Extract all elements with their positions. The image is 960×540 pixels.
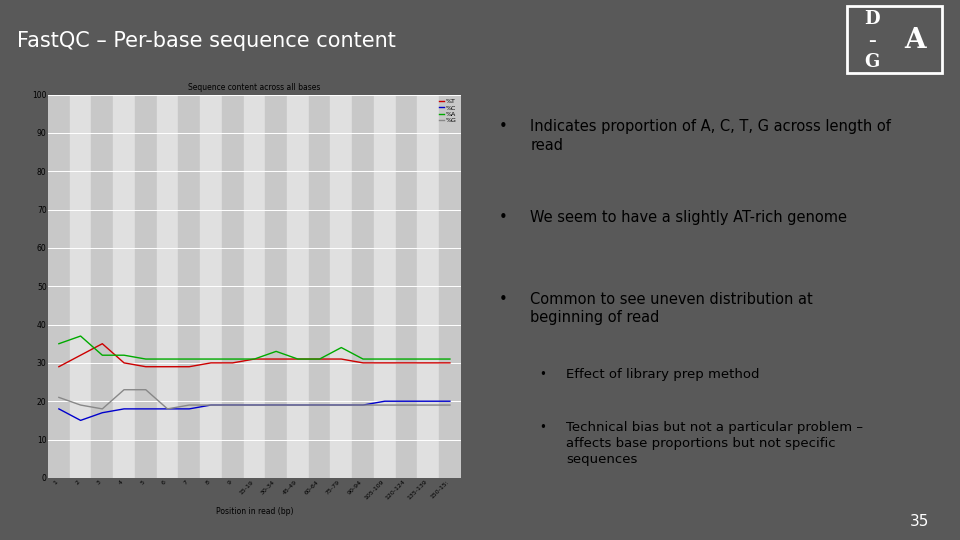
Bar: [373, 94, 396, 478]
Text: G: G: [864, 53, 879, 71]
Text: •: •: [498, 119, 508, 134]
Bar: [179, 94, 200, 478]
Bar: [244, 94, 265, 478]
Text: 35: 35: [910, 514, 929, 529]
Bar: [70, 94, 91, 478]
Text: Common to see uneven distribution at
beginning of read: Common to see uneven distribution at beg…: [530, 292, 813, 325]
Legend: %T, %C, %A, %G: %T, %C, %A, %G: [438, 98, 458, 124]
Bar: [352, 94, 373, 478]
Bar: [418, 94, 439, 478]
Bar: [396, 94, 418, 478]
Bar: [156, 94, 179, 478]
Bar: [309, 94, 330, 478]
Text: Effect of library prep method: Effect of library prep method: [566, 368, 759, 381]
Bar: [200, 94, 222, 478]
Text: •: •: [498, 292, 508, 307]
Text: We seem to have a slightly AT-rich genome: We seem to have a slightly AT-rich genom…: [530, 210, 848, 225]
Bar: [135, 94, 156, 478]
Text: •: •: [498, 210, 508, 225]
Bar: [287, 94, 309, 478]
Bar: [330, 94, 352, 478]
Text: FastQC – Per-base sequence content: FastQC – Per-base sequence content: [17, 31, 396, 51]
Text: Indicates proportion of A, C, T, G across length of
read: Indicates proportion of A, C, T, G acros…: [530, 119, 891, 153]
Title: Sequence content across all bases: Sequence content across all bases: [188, 83, 321, 92]
Bar: [48, 94, 70, 478]
X-axis label: Position in read (bp): Position in read (bp): [216, 507, 293, 516]
Text: –: –: [868, 33, 876, 48]
Bar: [113, 94, 135, 478]
Bar: [222, 94, 244, 478]
Text: •: •: [540, 368, 546, 381]
Text: •: •: [540, 421, 546, 434]
Bar: [91, 94, 113, 478]
Text: D: D: [864, 10, 879, 28]
Bar: [439, 94, 461, 478]
Bar: [265, 94, 287, 478]
Text: Technical bias but not a particular problem –
affects base proportions but not s: Technical bias but not a particular prob…: [566, 421, 863, 466]
Text: A: A: [904, 27, 926, 54]
